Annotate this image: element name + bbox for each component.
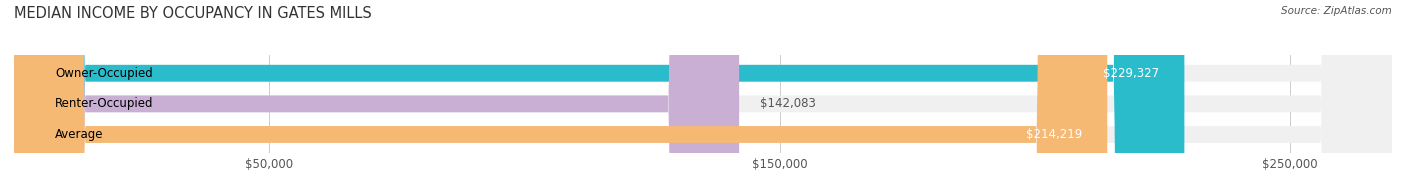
- FancyBboxPatch shape: [14, 0, 1392, 196]
- Text: $142,083: $142,083: [759, 97, 815, 110]
- Text: Source: ZipAtlas.com: Source: ZipAtlas.com: [1281, 6, 1392, 16]
- FancyBboxPatch shape: [14, 0, 740, 196]
- Text: Owner-Occupied: Owner-Occupied: [55, 67, 153, 80]
- FancyBboxPatch shape: [14, 0, 1392, 196]
- Text: Renter-Occupied: Renter-Occupied: [55, 97, 153, 110]
- Text: $214,219: $214,219: [1025, 128, 1081, 141]
- Text: Average: Average: [55, 128, 104, 141]
- Text: $229,327: $229,327: [1102, 67, 1159, 80]
- Text: MEDIAN INCOME BY OCCUPANCY IN GATES MILLS: MEDIAN INCOME BY OCCUPANCY IN GATES MILL…: [14, 6, 371, 21]
- FancyBboxPatch shape: [14, 0, 1108, 196]
- FancyBboxPatch shape: [14, 0, 1184, 196]
- FancyBboxPatch shape: [14, 0, 1392, 196]
